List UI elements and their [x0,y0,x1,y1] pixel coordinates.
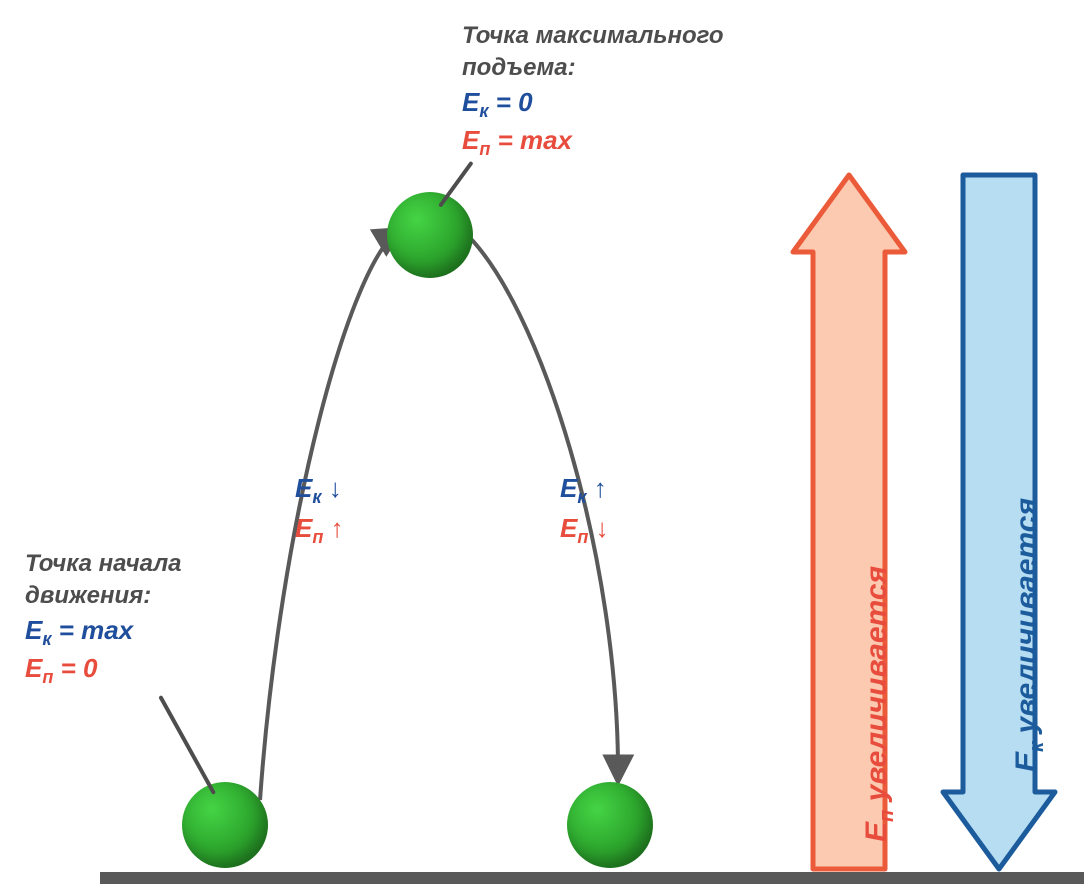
label-descend: Eк ↑ Eп ↓ [560,470,609,551]
label-descend-pe: Eп ↓ [560,510,609,550]
ball-top [387,192,473,278]
label-ascend-ke: Eк ↓ [295,470,344,510]
ball-start [182,782,268,868]
arrow-pe-up: Eп увеличивается [790,172,908,872]
pointer-start [158,695,216,795]
label-start: Точка начала движения: Eк = max Eп = 0 [25,548,182,690]
label-start-pe: Eп = 0 [25,651,182,689]
label-top-ke: Eк = 0 [462,85,724,123]
label-ascend: Eк ↓ Eп ↑ [295,470,344,551]
ball-end [567,782,653,868]
label-ascend-pe: Eп ↑ [295,510,344,550]
label-start-title-l1: Точка начала [25,548,182,580]
label-start-ke: Eк = max [25,613,182,651]
label-top-title-l1: Точка максимального [462,20,724,52]
label-top: Точка максимального подъема: Eк = 0 Eп =… [462,20,724,162]
arrow-ke-down: Eк увеличивается [940,172,1058,872]
label-top-title-l2: подъема: [462,52,724,84]
arrow-ke-down-text: Eк увеличивается [1010,498,1049,772]
arrow-pe-up-text: Eп увеличивается [860,566,899,842]
energy-diagram: { "colors": { "ground": "#595959", "ball… [0,0,1084,894]
label-start-title-l2: движения: [25,580,182,612]
label-descend-ke: Eк ↑ [560,470,609,510]
label-top-pe: Eп = max [462,123,724,161]
ground-line [100,872,1084,884]
